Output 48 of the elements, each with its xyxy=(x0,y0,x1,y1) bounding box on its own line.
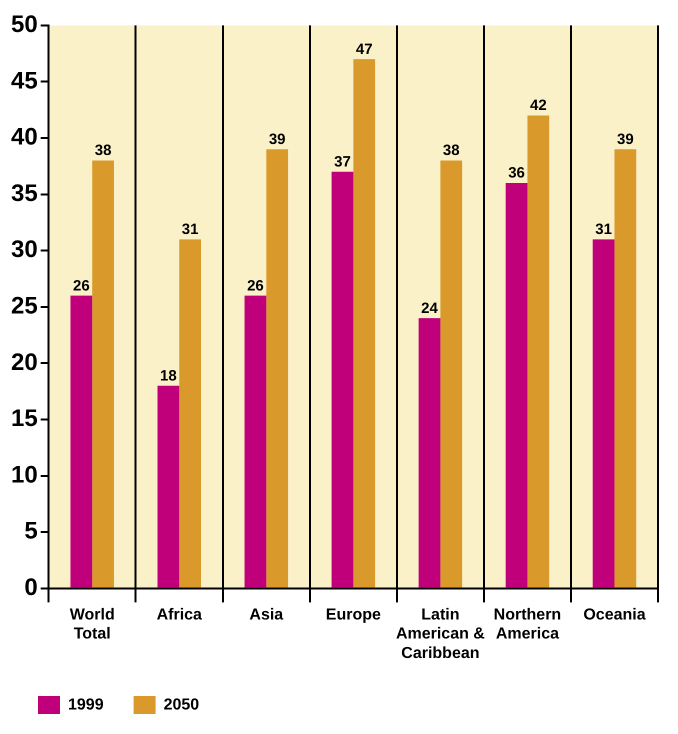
data-label: 26 xyxy=(72,277,90,294)
y-tick-label: 50 xyxy=(10,11,38,38)
bar xyxy=(527,115,550,588)
x-tick-label: Latin American & Caribbean xyxy=(396,606,486,662)
y-tick-label: 35 xyxy=(10,180,38,207)
data-label: 26 xyxy=(247,277,264,294)
x-tick-label: Europe xyxy=(326,606,382,624)
bar xyxy=(244,296,266,588)
data-label: 24 xyxy=(421,300,439,317)
x-tick-label: World Total xyxy=(70,606,115,643)
bar xyxy=(266,149,288,588)
bar xyxy=(158,386,180,588)
y-tick-label: 0 xyxy=(24,574,38,602)
legend-label: 1999 xyxy=(68,696,104,714)
x-tick-label: Africa xyxy=(156,606,202,624)
bar xyxy=(440,160,462,588)
bar xyxy=(179,239,202,588)
y-tick-label: 15 xyxy=(10,405,38,432)
bar xyxy=(506,183,528,588)
x-tick-label: Oceania xyxy=(583,606,646,624)
data-label: 36 xyxy=(508,164,525,182)
data-label: 31 xyxy=(595,220,612,238)
data-label: 37 xyxy=(334,153,351,170)
data-label: 39 xyxy=(268,130,286,148)
data-label: 38 xyxy=(94,142,112,160)
data-label: 38 xyxy=(442,142,460,160)
y-tick-label: 30 xyxy=(10,236,38,264)
x-tick-label: Asia xyxy=(249,606,284,624)
y-tick-label: 5 xyxy=(24,518,38,545)
y-tick-label: 25 xyxy=(10,292,38,320)
bar xyxy=(592,239,614,588)
y-tick-label: 10 xyxy=(10,461,38,488)
y-tick-label: 40 xyxy=(10,124,38,151)
bar xyxy=(332,172,354,588)
data-label: 31 xyxy=(182,220,198,238)
data-label: 39 xyxy=(617,130,634,148)
bar xyxy=(92,160,114,588)
data-label: 47 xyxy=(356,40,373,58)
legend-label: 2050 xyxy=(164,696,200,714)
bar xyxy=(353,59,376,588)
x-tick-label: Northern America xyxy=(494,606,562,643)
data-label: 42 xyxy=(530,97,547,114)
y-tick-label: 20 xyxy=(10,348,38,376)
bar xyxy=(614,149,636,588)
bar xyxy=(418,318,440,588)
data-label: 18 xyxy=(160,367,177,384)
y-tick-label: 45 xyxy=(10,67,38,94)
bar xyxy=(70,296,92,588)
